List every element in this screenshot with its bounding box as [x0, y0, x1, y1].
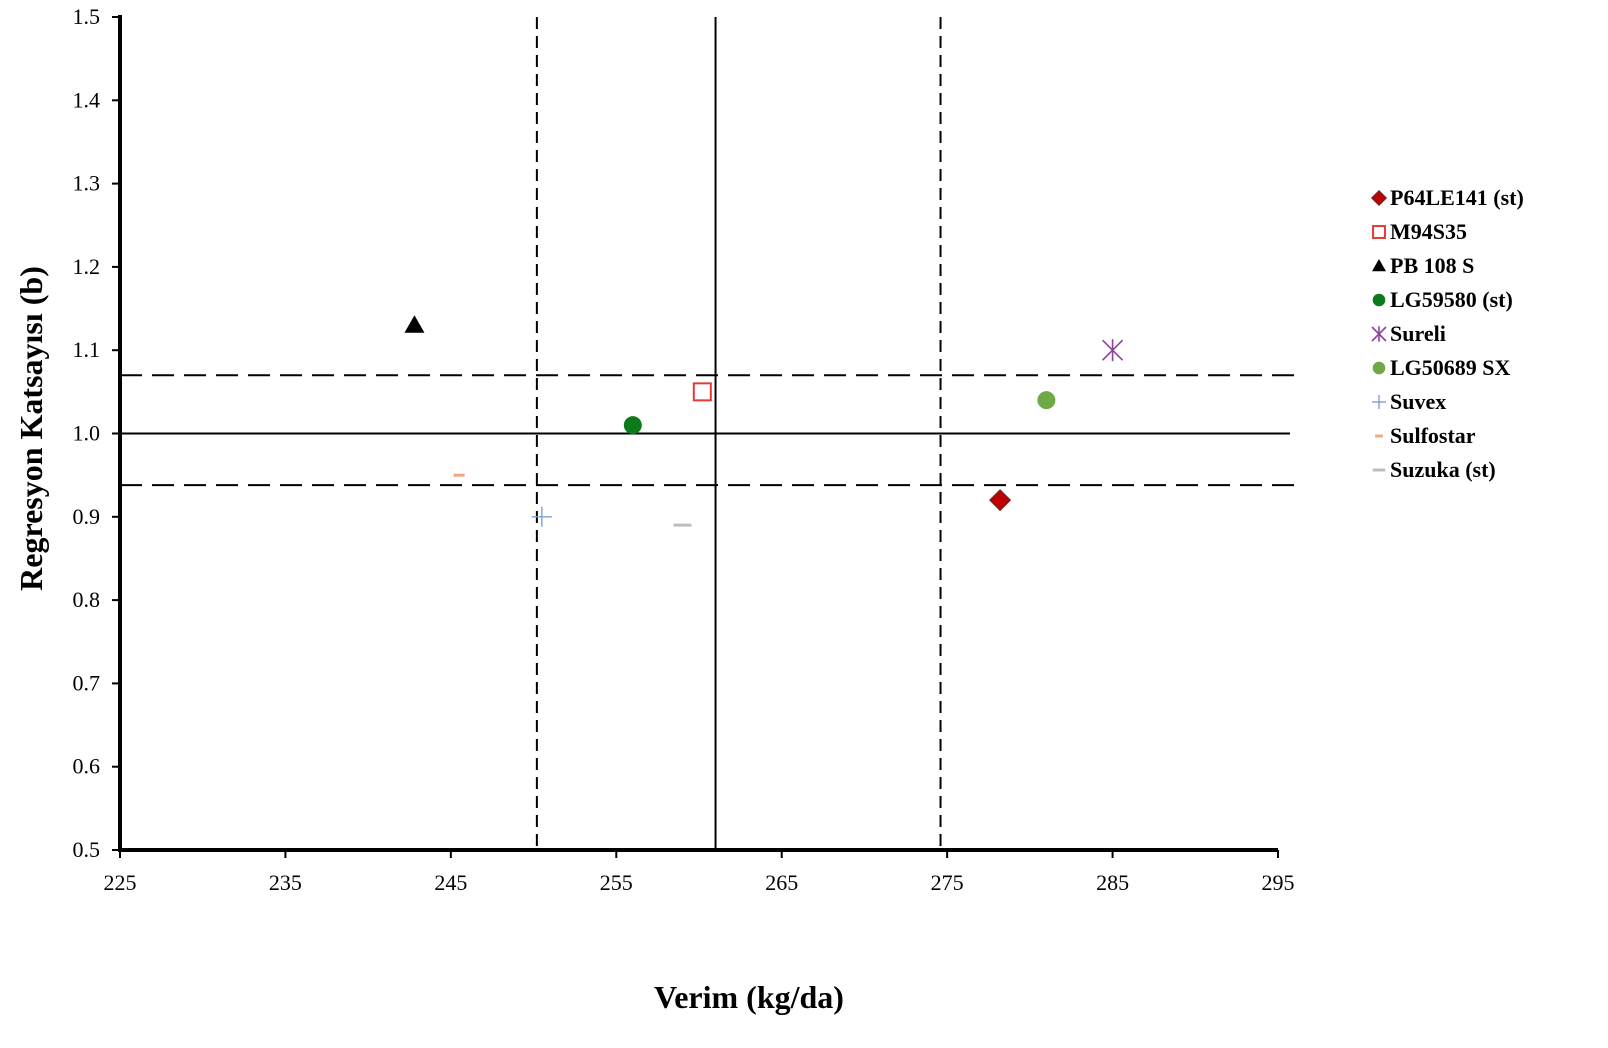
data-point-5 — [1102, 339, 1124, 362]
legend-item: Sulfostar — [1375, 423, 1476, 448]
legend-item: LG50689 SX — [1372, 355, 1511, 380]
x-tick-label: 245 — [434, 870, 467, 895]
x-tick-label: 225 — [104, 870, 137, 895]
legend-marker — [1371, 326, 1387, 342]
y-tick-label: 0.9 — [73, 504, 101, 529]
legend-item: P64LE141 (st) — [1370, 185, 1524, 210]
legend-item: M94S35 — [1372, 219, 1467, 244]
legend-item: PB 108 S — [1372, 253, 1474, 278]
legend-marker — [1372, 361, 1386, 375]
legend-label: Sureli — [1390, 321, 1446, 346]
x-tick-label: 235 — [269, 870, 302, 895]
y-axis-ticks: 0.5 0.6 0.7 0.8 0.9 1.0 1.1 1.2 1.3 1.4 1.5 — [73, 4, 120, 862]
data-point-6 — [1037, 391, 1056, 410]
legend-label: Suzuka (st) — [1390, 457, 1496, 482]
legend-label: PB 108 S — [1390, 253, 1474, 278]
data-points — [404, 315, 1124, 527]
x-tick-label: 295 — [1262, 870, 1295, 895]
legend: P64LE141 (st) M94S35 PB 108 S LG59580 (st) S… — [1370, 185, 1524, 482]
legend-item: Suvex — [1372, 389, 1446, 414]
legend-label: LG59580 (st) — [1390, 287, 1513, 312]
data-point-7 — [531, 506, 552, 527]
legend-marker — [1372, 395, 1386, 409]
y-tick-label: 0.7 — [73, 670, 101, 695]
y-tick-label: 0.5 — [73, 837, 101, 862]
legend-marker — [1372, 225, 1386, 239]
y-tick-label: 0.8 — [73, 587, 101, 612]
legend-label: Suvex — [1390, 389, 1446, 414]
x-tick-label: 255 — [600, 870, 633, 895]
y-tick-label: 1.0 — [73, 421, 101, 446]
y-tick-label: 1.5 — [73, 4, 101, 29]
y-axis-title: Regresyon Katsayısı (b) — [13, 266, 49, 591]
legend-marker — [1372, 293, 1386, 307]
y-tick-label: 1.2 — [73, 254, 101, 279]
x-tick-label: 275 — [931, 870, 964, 895]
legend-item: Sureli — [1371, 321, 1446, 346]
x-axis-ticks: 225 235 245 255 265 275 285 295 — [104, 850, 1295, 895]
data-point-2 — [692, 382, 712, 402]
legend-label: LG50689 SX — [1390, 355, 1511, 380]
legend-label: Sulfostar — [1390, 423, 1476, 448]
legend-marker — [1372, 259, 1386, 272]
y-tick-label: 1.1 — [73, 337, 101, 362]
y-tick-label: 1.4 — [73, 87, 101, 112]
y-tick-label: 0.6 — [73, 754, 101, 779]
reference-lines — [120, 17, 1296, 850]
data-point-1 — [989, 489, 1012, 512]
legend-item: LG59580 (st) — [1372, 287, 1513, 312]
legend-item: Suzuka (st) — [1372, 457, 1496, 482]
legend-label: M94S35 — [1390, 219, 1467, 244]
legend-label: P64LE141 (st) — [1390, 185, 1524, 210]
data-point-3 — [404, 315, 425, 333]
x-tick-label: 285 — [1096, 870, 1129, 895]
x-axis-title: Verim (kg/da) — [654, 979, 844, 1015]
y-tick-label: 1.3 — [73, 171, 101, 196]
x-tick-label: 265 — [765, 870, 798, 895]
legend-marker — [1370, 189, 1388, 207]
data-point-4 — [623, 416, 642, 435]
